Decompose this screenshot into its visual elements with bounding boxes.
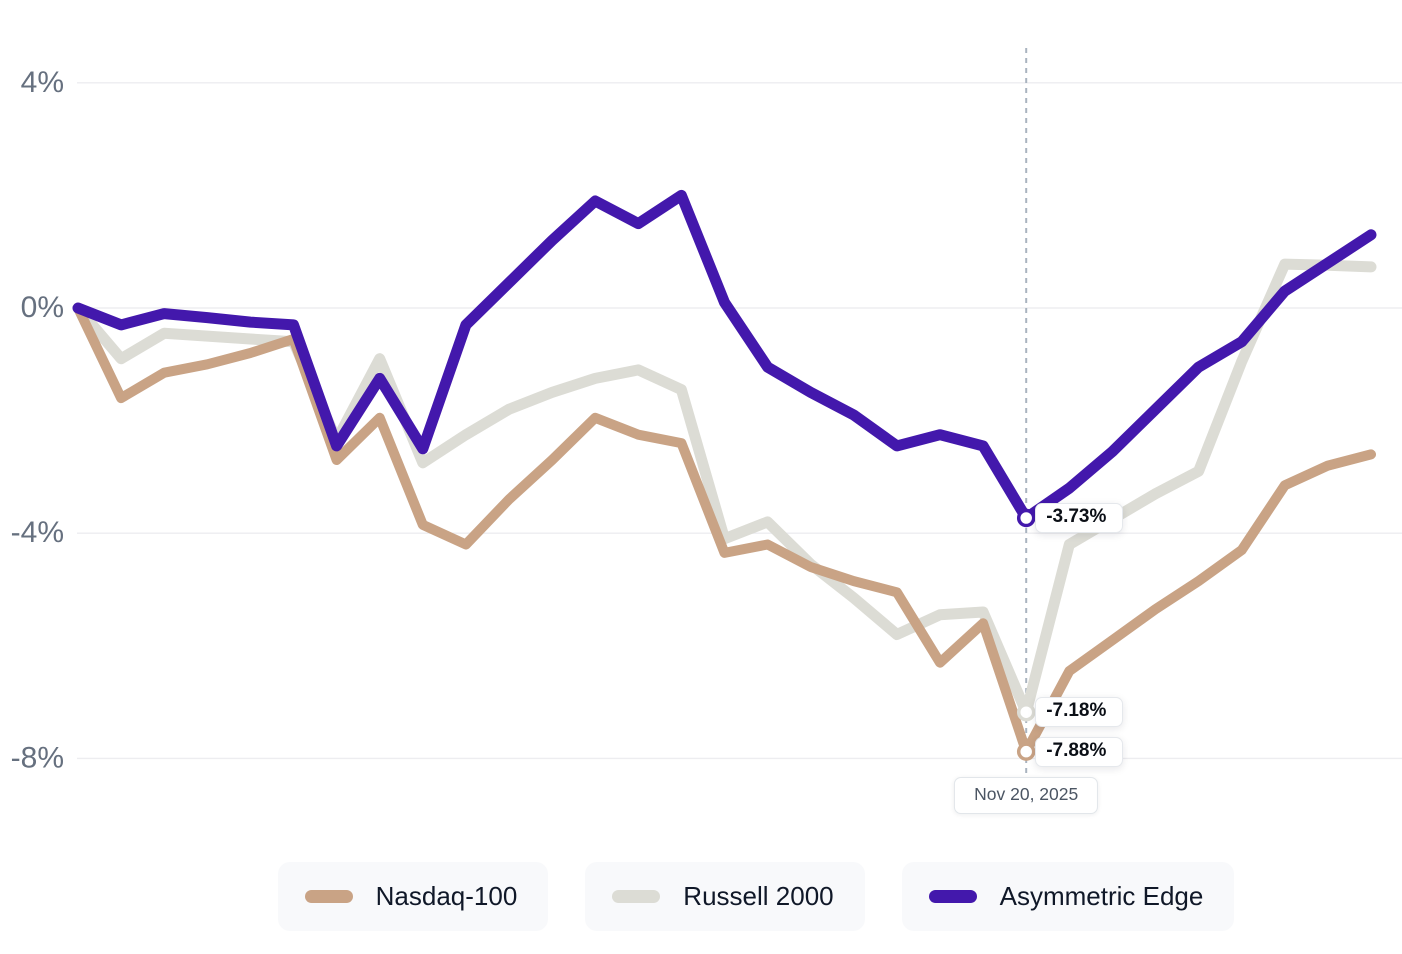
y-axis-tick-label: -4%	[11, 516, 64, 549]
asymmetric-edge-swatch-icon	[928, 890, 977, 903]
marker-dot-russell-2000	[1016, 702, 1036, 722]
performance-chart[interactable]: 4% 0% -4% -8% -3.73% -7.18% -7.88% Nov 20, …	[0, 0, 1402, 830]
tooltip-nasdaq-100: -7.88%	[1035, 736, 1124, 767]
tooltip-russell-2000: -7.18%	[1035, 697, 1124, 728]
crosshair-date-label: Nov 20, 2025	[954, 777, 1099, 814]
tooltip-asymmetric-edge: -3.73%	[1035, 502, 1124, 533]
legend-item-label: Russell 2000	[683, 881, 834, 911]
legend-item-label: Nasdaq-100	[375, 881, 518, 911]
nasdaq-100-swatch-icon	[304, 890, 353, 903]
legend-item-russell-2000[interactable]: Russell 2000	[585, 862, 865, 931]
chart-canvas[interactable]: 4% 0% -4% -8%	[0, 0, 1402, 830]
y-axis-tick-label: -8%	[11, 741, 64, 774]
legend-item-asymmetric-edge[interactable]: Asymmetric Edge	[901, 862, 1235, 931]
legend: Nasdaq-100 Russell 2000 Asymmetric Edge	[0, 862, 1402, 931]
y-axis-tick-label: 0%	[21, 291, 64, 324]
marker-dot-asymmetric-edge	[1016, 508, 1036, 528]
russell-2000-swatch-icon	[612, 890, 661, 903]
series-line-asymmetric-edge	[72, 189, 1377, 524]
marker-dot-nasdaq-100	[1016, 742, 1036, 761]
legend-item-label: Asymmetric Edge	[999, 881, 1204, 911]
series-line-russell-2000	[72, 258, 1377, 718]
legend-item-nasdaq-100[interactable]: Nasdaq-100	[277, 862, 549, 931]
y-axis-tick-label: 4%	[21, 66, 64, 99]
